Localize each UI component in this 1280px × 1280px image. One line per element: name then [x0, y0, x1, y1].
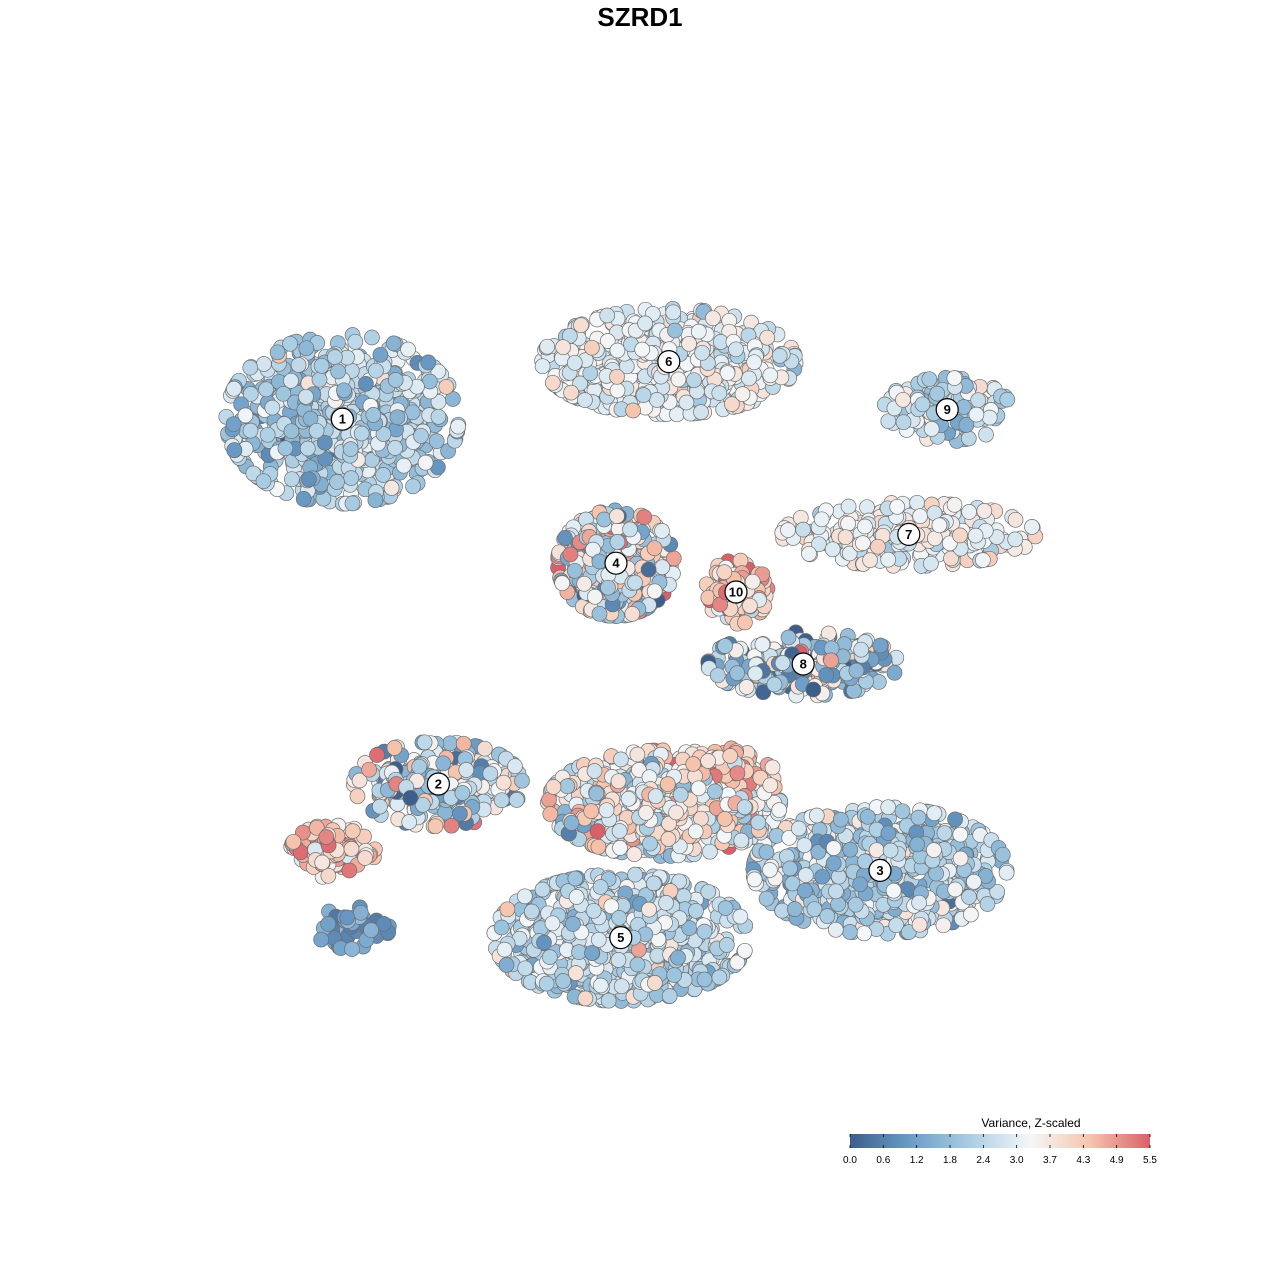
cell-point — [642, 835, 658, 852]
cell-point — [626, 846, 643, 863]
cell-point — [629, 746, 646, 763]
cell-point — [375, 467, 391, 483]
cell-point — [517, 960, 534, 977]
cell-point — [539, 338, 556, 355]
cell-point — [455, 735, 472, 752]
scatter-points — [218, 300, 1044, 1009]
cell-point — [926, 805, 943, 822]
cell-point — [442, 735, 458, 752]
cell-point — [989, 883, 1006, 900]
cell-point — [542, 806, 559, 822]
cell-point — [386, 740, 403, 756]
cell-point — [364, 329, 380, 346]
cell-point — [349, 788, 366, 805]
cell-point — [947, 811, 963, 828]
cell-point — [702, 843, 718, 860]
cell-point — [438, 378, 455, 395]
cell-point — [999, 391, 1016, 408]
cell-point — [344, 941, 360, 957]
cell-point — [600, 992, 617, 1009]
cell-point — [665, 304, 682, 321]
cell-point — [538, 975, 555, 992]
cell-point — [557, 530, 573, 546]
cell-point — [960, 430, 977, 447]
cell-point — [476, 740, 493, 757]
cell-point — [758, 890, 775, 907]
cell-point — [654, 523, 670, 539]
cell-point — [840, 515, 856, 532]
cell-point — [935, 917, 952, 934]
cell-point — [1007, 511, 1024, 528]
cell-point — [909, 494, 925, 511]
cell-point — [401, 814, 418, 830]
cell-point — [573, 317, 589, 334]
cell-point — [416, 734, 433, 751]
cell-point — [428, 433, 445, 449]
cell-point — [417, 454, 434, 471]
cell-point — [886, 664, 903, 681]
cell-point — [738, 679, 755, 695]
chart-title: SZRD1 — [597, 2, 683, 32]
cell-point — [284, 471, 300, 488]
cell-point — [405, 478, 421, 495]
cell-point — [801, 545, 817, 562]
cell-point — [912, 508, 928, 525]
cell-point — [790, 820, 807, 837]
cell-point — [493, 792, 510, 809]
cell-point — [880, 551, 897, 568]
cell-point — [718, 937, 735, 953]
cell-point — [445, 391, 461, 407]
cell-point — [534, 881, 551, 898]
cell-point — [599, 307, 616, 324]
cell-point — [859, 499, 875, 516]
cell-point — [979, 896, 996, 912]
